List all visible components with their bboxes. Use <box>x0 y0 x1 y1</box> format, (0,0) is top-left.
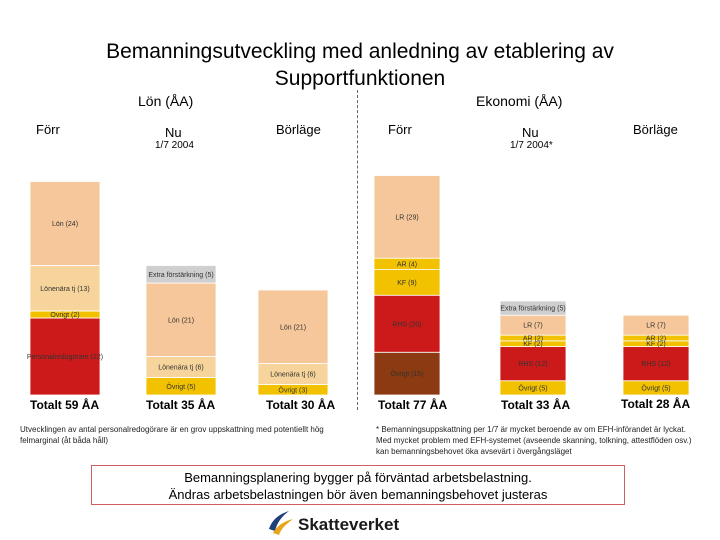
bar-segment-g0-b0-s3 <box>29 181 101 266</box>
skatteverket-logo-text: Skatteverket <box>298 515 400 534</box>
segment-label-g1-b2-s4: LR (7) <box>646 323 665 330</box>
segment-label-g0-b1-s3: Extra förstärkning (5) <box>148 272 213 279</box>
segment-label-g1-b2-s3: AR (2) <box>646 336 666 343</box>
segment-label-g1-b1-s0: Övrigt (5) <box>518 384 547 392</box>
col-header-nu-eko: Nu <box>522 125 539 140</box>
segment-label-g0-b0-s0: Personalredogörare (22) <box>27 354 103 361</box>
segment-label-g1-b1-s1: RHS (12) <box>518 361 547 368</box>
section-ekonomi-heading: Ekonomi (ÅA) <box>476 93 563 109</box>
planning-note-line1: Bemanningsplanering bygger på förväntad … <box>184 470 532 485</box>
segment-label-g0-b0-s1: Övrigt (2) <box>50 311 79 319</box>
planning-note-line2: Ändras arbetsbelastningen bör även beman… <box>168 487 548 502</box>
note-eko: * Bemanningsuppskattning per 1/7 är myck… <box>376 425 692 456</box>
section-divider <box>357 90 358 410</box>
bar-segment-g1-b0-s0 <box>373 351 441 396</box>
bar-segment-g1-b0-s4 <box>373 175 441 259</box>
section-lon-heading: Lön (ÅA) <box>138 93 194 109</box>
date-eko: 1/7 2004* <box>510 140 553 151</box>
bar-segment-g1-b1-s1 <box>499 346 567 382</box>
page-title: Bemanningsutveckling med anledning av et… <box>106 40 614 90</box>
segment-label-g1-b2-s0: Övrigt (5) <box>641 384 670 392</box>
segment-label-g1-b1-s5: Extra förstärkning (5) <box>500 306 565 313</box>
total-label-eko-borlage: Totalt 28 ÅA <box>621 397 691 411</box>
segment-label-g1-b1-s3: AR (2) <box>523 336 543 343</box>
total-label-eko-nu: Totalt 33 ÅA <box>501 398 571 412</box>
bar-segment-g0-b1-s3 <box>145 265 217 284</box>
total-label-eko-forr: Totalt 77 ÅA <box>378 398 448 412</box>
bar-segment-g1-b0-s2 <box>373 269 441 296</box>
segment-label-g1-b0-s3: AR (4) <box>397 261 417 268</box>
segment-label-g1-b1-s2: KF (2) <box>523 341 542 348</box>
segment-label-g1-b2-s2: KF (2) <box>646 341 665 348</box>
planning-note-box: Bemanningsplanering bygger på förväntad … <box>91 465 625 505</box>
segment-label-g1-b0-s4: LR (29) <box>395 214 418 221</box>
col-header-borlage-eko: Börläge <box>633 122 678 137</box>
segment-label-g1-b0-s2: KF (9) <box>397 280 416 287</box>
bar-segment-g1-b2-s1 <box>622 346 690 382</box>
date-lon: 1/7 2004 <box>155 140 194 151</box>
segment-label-g1-b0-s1: RHS (20) <box>392 321 421 328</box>
segment-label-g0-b1-s1: Lönenära tj (6) <box>158 365 204 372</box>
bar-segment-g0-b2-s2 <box>257 289 329 364</box>
total-label-lon-borlage: Totalt 30 ÅA <box>266 398 336 412</box>
segment-label-g0-b0-s2: Lönenära tj (13) <box>40 286 89 293</box>
segment-label-g1-b2-s1: RHS (12) <box>641 361 670 368</box>
segment-label-g1-b0-s0: Övrigt (15) <box>390 370 423 378</box>
segment-label-g1-b1-s4: LR (7) <box>523 323 542 330</box>
segment-label-g0-b1-s0: Övrigt (5) <box>166 383 195 391</box>
skatteverket-logo-icon <box>269 511 293 535</box>
bar-segment-g1-b0-s1 <box>373 294 441 353</box>
note-lon: Utvecklingen av antal personalredogörare… <box>20 425 324 445</box>
col-header-forr-eko: Förr <box>388 122 412 137</box>
bar-segment-g1-b1-s5 <box>499 300 567 316</box>
segment-label-g0-b2-s0: Övrigt (3) <box>278 386 307 394</box>
segment-label-g0-b2-s2: Lön (21) <box>280 324 306 331</box>
segment-label-g0-b1-s2: Lön (21) <box>168 317 194 324</box>
bar-segment-g0-b0-s0 <box>29 317 101 396</box>
col-header-forr-lon: Förr <box>36 122 60 137</box>
bar-segment-g0-b1-s2 <box>145 282 217 357</box>
bar-segment-g0-b0-s2 <box>29 265 101 312</box>
col-header-nu-lon: Nu <box>165 125 182 140</box>
segment-label-g0-b0-s3: Lön (24) <box>52 221 78 228</box>
total-label-lon-forr: Totalt 59 ÅA <box>30 398 100 412</box>
bar-segment-g1-b2-s4 <box>622 314 690 336</box>
col-header-borlage-lon: Börläge <box>276 122 321 137</box>
total-label-lon-nu: Totalt 35 ÅA <box>146 398 216 412</box>
segment-label-g0-b2-s1: Lönenära tj (6) <box>270 372 316 379</box>
